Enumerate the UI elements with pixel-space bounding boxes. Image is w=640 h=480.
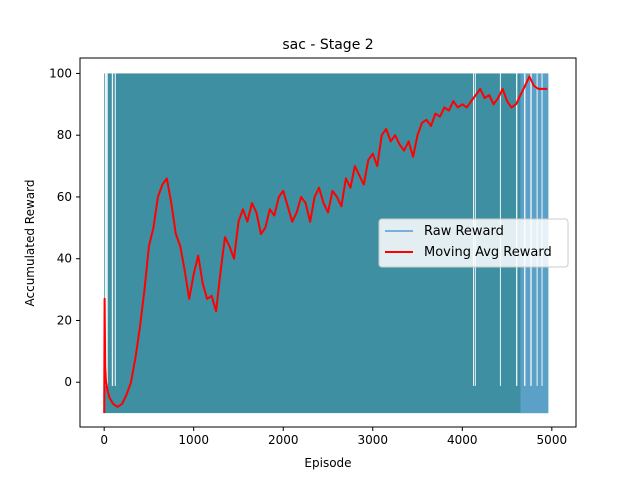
x-axis-label: Episode [304, 456, 351, 470]
x-tick-label: 2000 [268, 433, 299, 447]
y-tick-label: 100 [49, 66, 72, 80]
raw-reward-gap [111, 73, 114, 386]
raw-reward-gap [114, 73, 116, 386]
x-tick-label: 4000 [447, 433, 478, 447]
y-tick-label: 0 [64, 375, 72, 389]
legend-entry-raw-reward-label: Raw Reward [424, 224, 504, 239]
legend-entry-moving-avg-label: Moving Avg Reward [424, 245, 552, 260]
x-tick-label: 0 [100, 433, 108, 447]
x-tick-label: 1000 [178, 433, 209, 447]
legend: Raw Reward Moving Avg Reward [378, 218, 569, 268]
moving-avg-series [103, 75, 548, 414]
y-tick-label: 20 [57, 313, 72, 327]
moving-avg-line [103, 75, 548, 414]
x-tick-label: 3000 [357, 433, 388, 447]
y-tick-label: 40 [57, 252, 72, 266]
y-axis-label: Accumulated Reward [23, 180, 37, 307]
axes: 0 1000 2000 3000 4000 5000 0 20 40 60 80 100 [49, 57, 577, 447]
x-tick-label: 5000 [537, 433, 568, 447]
y-tick-label: 80 [57, 128, 72, 142]
plot-frame [79, 57, 577, 428]
chart-title: sac - Stage 2 [282, 37, 373, 53]
y-tick-label: 60 [57, 190, 72, 204]
raw-reward-gap [104, 73, 108, 386]
legend-box [378, 218, 569, 268]
